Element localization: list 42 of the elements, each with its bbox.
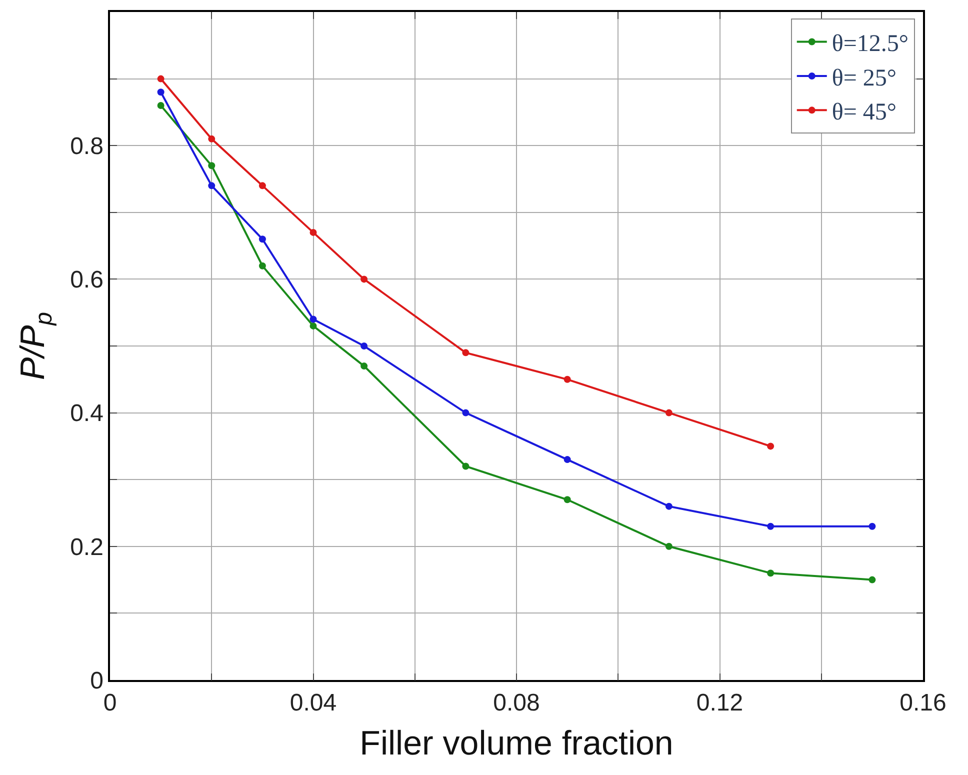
- point: [564, 376, 571, 383]
- x-tick-label: 0.04: [290, 690, 337, 717]
- point: [767, 570, 774, 577]
- point: [360, 342, 368, 350]
- point: [665, 542, 672, 550]
- point: [208, 162, 216, 170]
- legend-label: θ=12.5°: [832, 31, 909, 58]
- point: [462, 409, 470, 416]
- point: [208, 182, 216, 190]
- legend-label: θ= 25°: [832, 65, 897, 92]
- x-tick-label: 0.12: [696, 690, 744, 717]
- x-tick-label: 0.16: [900, 690, 946, 717]
- y-tick-label: 0.2: [70, 534, 104, 561]
- x-axis-title: Filler volume fraction: [360, 724, 674, 762]
- point: [564, 496, 571, 504]
- point: [258, 182, 266, 190]
- point: [360, 362, 368, 370]
- point: [767, 442, 774, 450]
- point: [208, 135, 216, 142]
- point: [868, 522, 876, 530]
- point: [564, 456, 571, 464]
- point: [157, 102, 164, 110]
- point: [665, 502, 672, 510]
- point: [868, 576, 876, 584]
- y-tick-label: 0.8: [70, 133, 104, 160]
- point: [462, 462, 470, 470]
- point: [157, 75, 164, 82]
- x-tick-label: 0.08: [493, 690, 540, 717]
- point: [258, 236, 266, 243]
- legend-label: θ= 45°: [832, 100, 897, 126]
- y-tick-label: 0: [90, 667, 104, 694]
- y-tick-label: 0.6: [70, 266, 104, 294]
- y-tick-label: 0.4: [70, 400, 104, 428]
- point: [767, 522, 774, 530]
- point: [310, 322, 317, 330]
- point: [310, 316, 317, 323]
- point: [360, 276, 368, 283]
- point: [310, 228, 317, 236]
- point: [462, 349, 470, 356]
- point: [665, 409, 672, 416]
- point: [258, 262, 266, 270]
- point: [157, 88, 164, 96]
